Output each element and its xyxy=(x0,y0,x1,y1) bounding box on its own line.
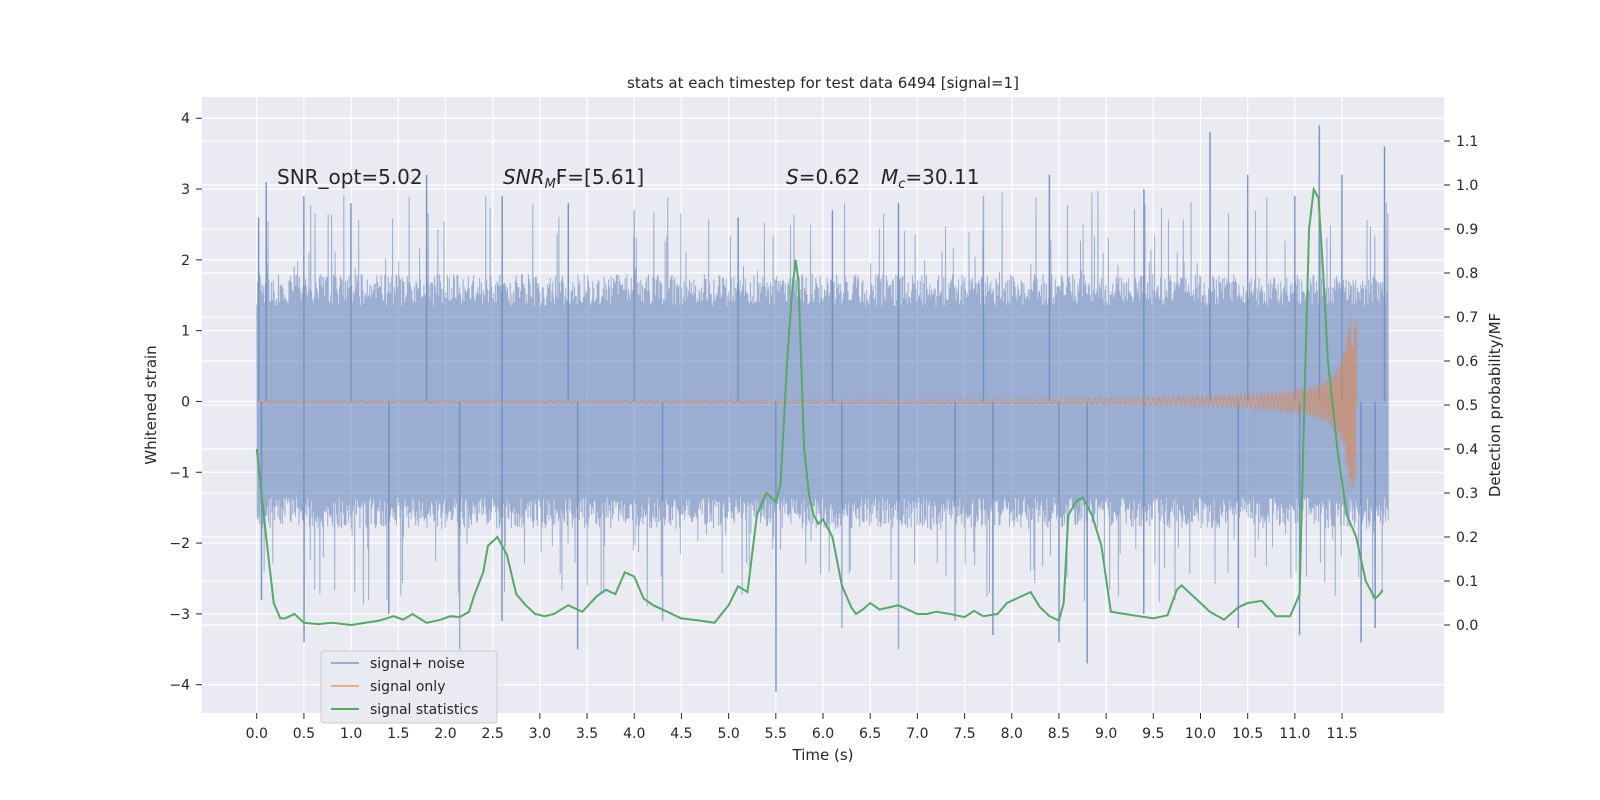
y2-axis-label: Detection probability/MF xyxy=(1486,313,1504,497)
x-tick-label: 8.5 xyxy=(1048,726,1070,742)
x-tick-label: 6.5 xyxy=(859,726,881,742)
legend: signal+ noise signal only signal statist… xyxy=(320,650,498,724)
y-tick-label: 4 xyxy=(181,111,190,127)
series-signal-only xyxy=(256,316,1360,487)
x-tick-label: 2.0 xyxy=(434,726,456,742)
x-tick-label: 11.0 xyxy=(1279,726,1310,742)
annotation-mc-value: =30.11 xyxy=(905,165,979,189)
y-tick-label: −4 xyxy=(169,678,190,694)
y2-tick-label: 0.3 xyxy=(1456,486,1478,502)
chart-title: stats at each timestep for test data 649… xyxy=(627,74,1019,92)
y2-tick-label: 0.8 xyxy=(1456,266,1478,282)
x-tick-label: 10.0 xyxy=(1185,726,1216,742)
y2-tick-label: 0.4 xyxy=(1456,442,1478,458)
annotation-snr-mf-rest: F=[5.61] xyxy=(556,165,644,189)
annotation-snr-opt: SNR_opt=5.02 xyxy=(277,165,423,189)
x-tick-label: 8.0 xyxy=(1001,726,1023,742)
x-tick-label: 0.5 xyxy=(293,726,315,742)
series-signal-statistics xyxy=(255,186,1384,627)
y-tick-label: 3 xyxy=(181,182,190,198)
x-tick-label: 7.0 xyxy=(906,726,928,742)
x-tick-label: 0.0 xyxy=(246,726,268,742)
x-tick-label: 11.5 xyxy=(1326,726,1357,742)
annotation-snr-mf-main: SNR xyxy=(503,165,545,189)
annotation-s-label: S xyxy=(786,165,799,189)
x-tick-label: 4.0 xyxy=(623,726,645,742)
legend-box xyxy=(320,650,498,724)
axes-layer: 0.0 0.5 1.0 1.5 2.0 2.5 3.0 3.5 4.0 4.5 5.0 5.5 6.0 6… xyxy=(169,111,1478,742)
y2-tick-label: 0.0 xyxy=(1456,618,1478,634)
y2-tick-label: 0.9 xyxy=(1456,222,1478,238)
y-tick-label: 1 xyxy=(181,324,190,340)
x-tick-label: 5.0 xyxy=(717,726,739,742)
annotation-s: S=0.62 xyxy=(786,165,860,189)
y-tick-label: −2 xyxy=(169,536,190,552)
series-layer xyxy=(255,125,1389,692)
x-tick-label: 9.0 xyxy=(1095,726,1117,742)
y2-tick-label: 1.0 xyxy=(1456,178,1478,194)
y2-tick-label: 0.1 xyxy=(1456,574,1478,590)
legend-label-stats: signal statistics xyxy=(370,702,478,718)
x-tick-label: 7.5 xyxy=(953,726,975,742)
y-tick-label: 2 xyxy=(181,253,190,269)
annotation-s-value: =0.62 xyxy=(799,165,860,189)
annotation-snr-mf-sub: M xyxy=(545,177,556,192)
x-tick-label: 10.5 xyxy=(1232,726,1263,742)
y2-tick-label: 0.6 xyxy=(1456,354,1478,370)
x-tick-label: 5.5 xyxy=(765,726,787,742)
y2-tick-label: 0.7 xyxy=(1456,310,1478,326)
y-tick-label: −3 xyxy=(169,607,190,623)
annotation-mc: Mc=30.11 xyxy=(881,165,979,192)
y2-tick-label: 1.1 xyxy=(1456,134,1478,150)
annotation-mc-main: M xyxy=(881,165,898,189)
y2-tick-label: 0.2 xyxy=(1456,530,1478,546)
y-tick-label: 0 xyxy=(181,394,190,410)
x-tick-label: 9.5 xyxy=(1142,726,1164,742)
legend-label-noise: signal+ noise xyxy=(370,656,465,672)
y2-tick-label: 0.5 xyxy=(1456,398,1478,414)
y-axis-label: Whitened strain xyxy=(142,345,160,464)
x-tick-label: 4.5 xyxy=(670,726,692,742)
x-tick-label: 1.0 xyxy=(340,726,362,742)
x-tick-label: 1.5 xyxy=(387,726,409,742)
x-tick-label: 6.0 xyxy=(812,726,834,742)
y-tick-label: −1 xyxy=(169,465,190,481)
x-tick-label: 3.0 xyxy=(529,726,551,742)
x-tick-label: 3.5 xyxy=(576,726,598,742)
annotation-mc-sub: c xyxy=(898,177,905,192)
legend-label-signal: signal only xyxy=(370,679,445,695)
x-tick-label: 2.5 xyxy=(482,726,504,742)
annotation-snr-mf: SNRMF=[5.61] xyxy=(503,165,644,192)
x-axis-label: Time (s) xyxy=(792,746,854,764)
